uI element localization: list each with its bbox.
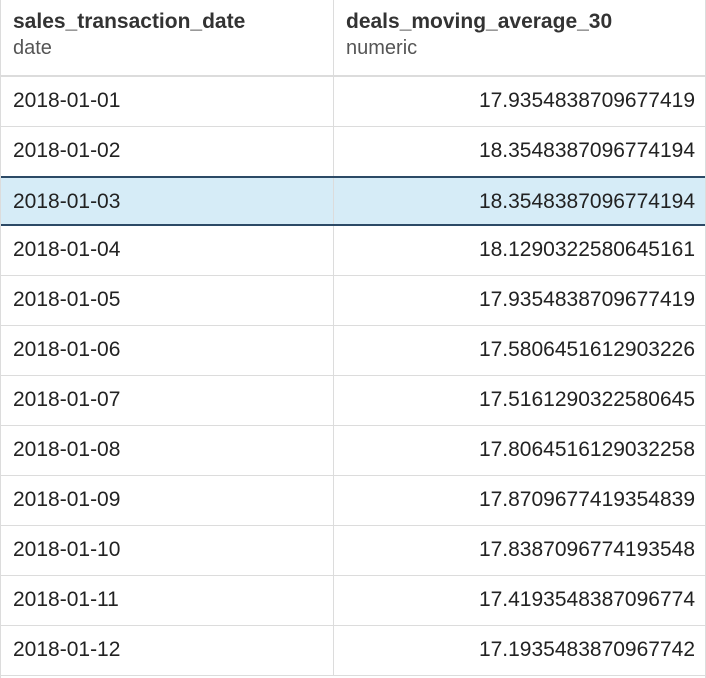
cell-deals-moving-average-30[interactable]: 17.4193548387096774 — [478, 588, 695, 611]
cell-sales-transaction-date[interactable]: 2018-01-09 — [1, 476, 334, 525]
cell-deals-moving-average-30[interactable]: 17.9354838709677419 — [478, 288, 695, 311]
cell-sales-transaction-date[interactable]: 2018-01-04 — [1, 226, 334, 275]
column-name: deals_moving_average_30 — [346, 10, 613, 33]
column-type: numeric — [346, 37, 418, 59]
table-row[interactable]: 2018-01-11 17.4193548387096774 — [1, 576, 705, 626]
cell-sales-transaction-date[interactable]: 2018-01-05 — [1, 276, 334, 325]
column-type: date — [13, 37, 52, 59]
cell-sales-transaction-date[interactable]: 2018-01-06 — [1, 326, 334, 375]
table-row[interactable]: 2018-01-05 17.9354838709677419 — [1, 276, 705, 326]
table-row[interactable]: 2018-01-12 17.1935483870967742 — [1, 626, 705, 676]
grid-body: 2018-01-01 17.9354838709677419 2018-01-02 1… — [1, 77, 705, 676]
cell-sales-transaction-date[interactable]: 2018-01-02 — [1, 127, 334, 176]
cell-sales-transaction-date[interactable]: 2018-01-03 — [1, 178, 334, 224]
cell-deals-moving-average-30[interactable]: 17.5161290322580645 — [478, 388, 695, 411]
column-header-sales-transaction-date[interactable]: sales_transaction_date date — [1, 0, 334, 75]
cell-deals-moving-average-30[interactable]: 17.9354838709677419 — [478, 89, 695, 112]
cell-sales-transaction-date[interactable]: 2018-01-11 — [1, 576, 334, 625]
column-name: sales_transaction_date — [13, 10, 246, 33]
table-row[interactable]: 2018-01-02 18.3548387096774194 — [1, 127, 705, 177]
cell-deals-moving-average-30[interactable]: 17.8064516129032258 — [478, 438, 695, 461]
cell-sales-transaction-date[interactable]: 2018-01-10 — [1, 526, 334, 575]
table-row[interactable]: 2018-01-06 17.5806451612903226 — [1, 326, 705, 376]
cell-deals-moving-average-30[interactable]: 18.1290322580645161 — [478, 238, 695, 261]
grid-header: sales_transaction_date date deals_moving… — [1, 0, 705, 77]
table-row[interactable]: 2018-01-01 17.9354838709677419 — [1, 77, 705, 127]
cell-deals-moving-average-30[interactable]: 17.8387096774193548 — [478, 538, 695, 561]
cell-sales-transaction-date[interactable]: 2018-01-01 — [1, 77, 334, 126]
table-row[interactable]: 2018-01-10 17.8387096774193548 — [1, 526, 705, 576]
table-row[interactable]: 2018-01-04 18.1290322580645161 — [1, 226, 705, 276]
cell-deals-moving-average-30[interactable]: 17.5806451612903226 — [478, 338, 695, 361]
cell-deals-moving-average-30[interactable]: 17.8709677419354839 — [478, 488, 695, 511]
table-row[interactable]: 2018-01-08 17.8064516129032258 — [1, 426, 705, 476]
table-row[interactable]: 2018-01-09 17.8709677419354839 — [1, 476, 705, 526]
table-row[interactable]: 2018-01-07 17.5161290322580645 — [1, 376, 705, 426]
cell-sales-transaction-date[interactable]: 2018-01-08 — [1, 426, 334, 475]
cell-sales-transaction-date[interactable]: 2018-01-07 — [1, 376, 334, 425]
column-header-deals-moving-average-30[interactable]: deals_moving_average_30 numeric — [334, 0, 705, 75]
cell-deals-moving-average-30[interactable]: 18.3548387096774194 — [478, 190, 695, 213]
cell-deals-moving-average-30[interactable]: 17.1935483870967742 — [478, 638, 695, 661]
cell-deals-moving-average-30[interactable]: 18.3548387096774194 — [478, 139, 695, 162]
table-row-selected[interactable]: 2018-01-03 18.3548387096774194 — [1, 176, 705, 226]
cell-sales-transaction-date[interactable]: 2018-01-12 — [1, 626, 334, 675]
